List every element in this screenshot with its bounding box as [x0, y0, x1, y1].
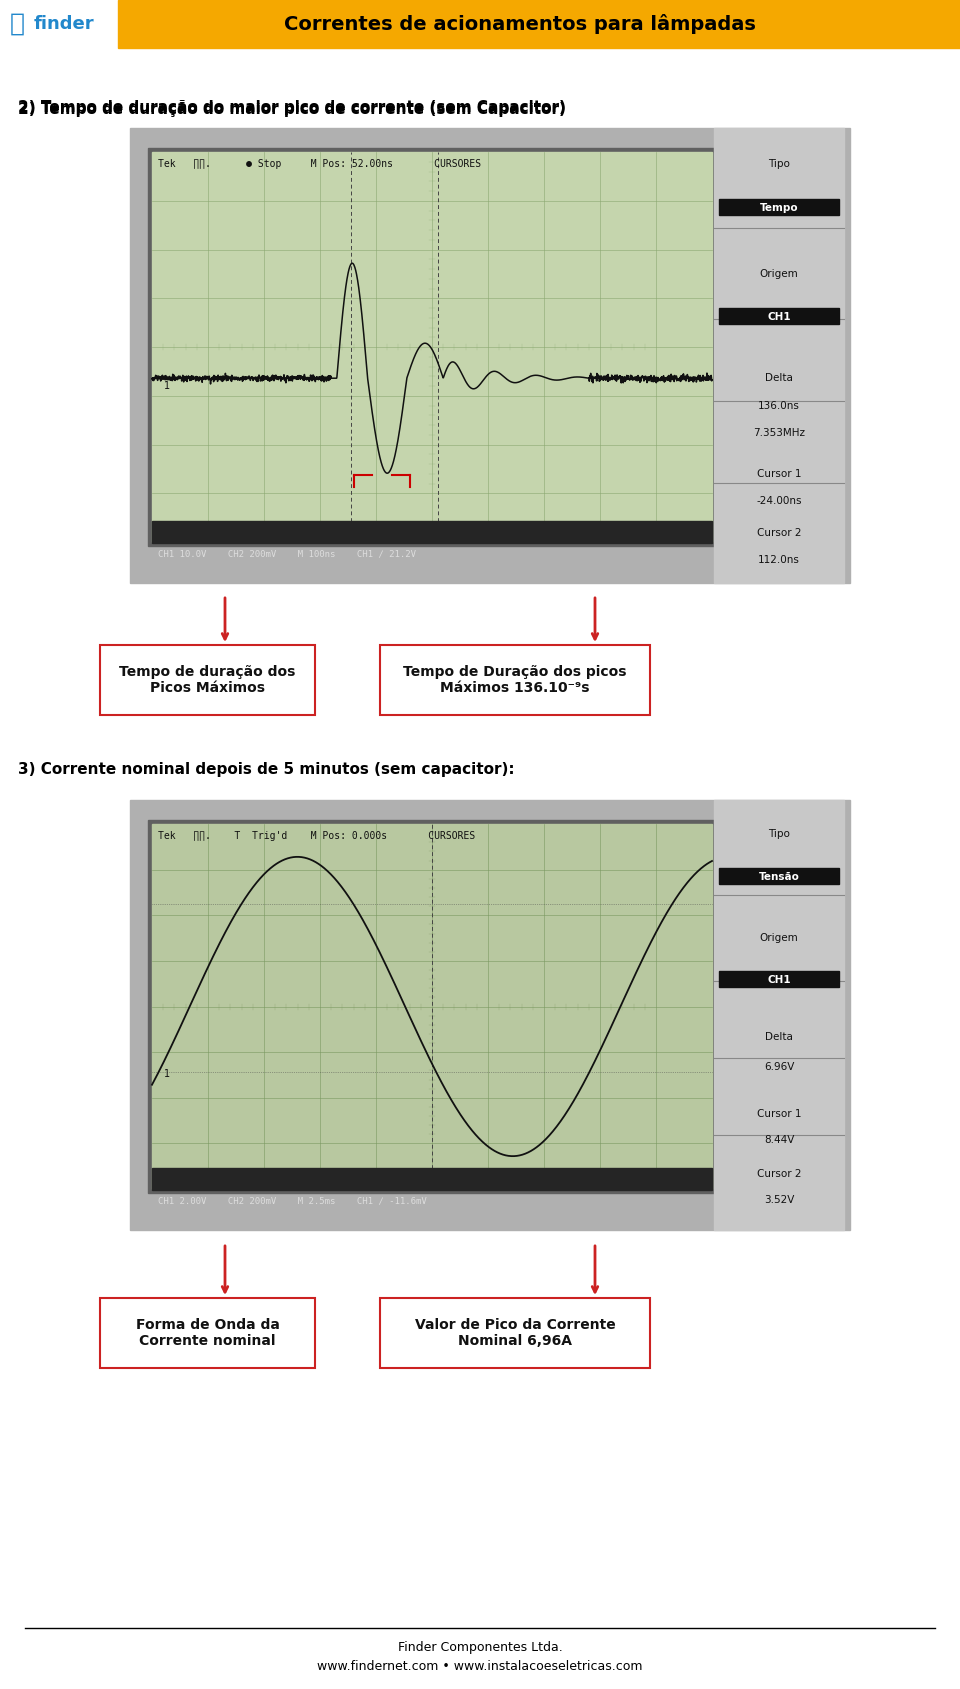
Bar	[714, 128, 844, 583]
Text: Cursor 2: Cursor 2	[756, 529, 802, 539]
Text: 2) Tempo de duração do maior pico de corrente (sem Capacitor): 2) Tempo de duração do maior pico de cor…	[18, 100, 565, 115]
Bar	[714, 801, 844, 1230]
Bar	[152, 520, 712, 542]
Bar	[380, 645, 650, 714]
Text: 136.0ns: 136.0ns	[758, 400, 800, 410]
Text: Tempo de duração dos
Picos Máximos: Tempo de duração dos Picos Máximos	[119, 665, 296, 696]
Text: Tempo: Tempo	[759, 203, 799, 213]
Text: CH1 10.0V    CH2 200mV    M 100ns    CH1 ∕ 21.2V: CH1 10.0V CH2 200mV M 100ns CH1 ∕ 21.2V	[158, 549, 416, 559]
Text: 112.0ns: 112.0ns	[758, 556, 800, 566]
Text: 2) Tempo de duração do maior pico de corrente (sem Capacitor): 2) Tempo de duração do maior pico de cor…	[18, 101, 565, 117]
Text: Tensão: Tensão	[758, 872, 800, 882]
Bar	[719, 868, 839, 883]
Bar	[719, 971, 839, 986]
Text: 3) Corrente nominal depois de 5 minutos (sem capacitor):: 3) Corrente nominal depois de 5 minutos …	[18, 762, 515, 777]
Bar	[719, 199, 839, 215]
Text: Tek   ∏∏.      ● Stop     M Pos: 52.00ns       CURSORES: Tek ∏∏. ● Stop M Pos: 52.00ns CURSORES	[158, 159, 481, 169]
Text: Valor de Pico da Corrente
Nominal 6,96A: Valor de Pico da Corrente Nominal 6,96A	[415, 1317, 615, 1348]
Bar	[130, 801, 850, 1230]
Text: 8.44V: 8.44V	[764, 1135, 794, 1145]
Text: Origem: Origem	[759, 269, 799, 279]
Bar	[148, 819, 716, 1192]
Text: 6.96V: 6.96V	[764, 1062, 794, 1071]
Text: Finder Componentes Ltda.: Finder Componentes Ltda.	[397, 1642, 563, 1655]
Text: ⓕ: ⓕ	[10, 12, 25, 35]
Bar	[152, 824, 712, 1189]
Text: Origem: Origem	[759, 932, 799, 942]
Text: CH1: CH1	[767, 975, 791, 985]
Bar	[380, 1299, 650, 1368]
Text: finder: finder	[34, 15, 95, 34]
Text: CH1 2.00V    CH2 200mV    M 2.5ms    CH1 ∕ -11.6mV: CH1 2.00V CH2 200mV M 2.5ms CH1 ∕ -11.6m…	[158, 1196, 427, 1206]
Text: Tempo de Duração dos picos
Máximos 136.10⁻⁹s: Tempo de Duração dos picos Máximos 136.1…	[403, 665, 627, 696]
Text: Forma de Onda da
Corrente nominal: Forma de Onda da Corrente nominal	[135, 1317, 279, 1348]
Text: 1: 1	[164, 382, 170, 392]
Text: Cursor 2: Cursor 2	[756, 1169, 802, 1179]
Text: Tipo: Tipo	[768, 829, 790, 839]
Bar	[118, 0, 960, 47]
Text: Cursor 1: Cursor 1	[756, 470, 802, 478]
Bar	[130, 128, 850, 583]
Bar	[719, 309, 839, 324]
Text: 3.52V: 3.52V	[764, 1194, 794, 1204]
Text: Tipo: Tipo	[768, 159, 790, 169]
Text: Delta: Delta	[765, 373, 793, 383]
Bar	[148, 149, 716, 546]
Bar	[152, 1169, 712, 1191]
Text: www.findernet.com • www.instalacoeseletricas.com: www.findernet.com • www.instalacoeseletr…	[317, 1660, 643, 1672]
Text: CH1: CH1	[767, 312, 791, 323]
Text: Tek   ∏∏.    T  Trig'd    M Pos: 0.000s       CURSORES: Tek ∏∏. T Trig'd M Pos: 0.000s CURSORES	[158, 831, 475, 841]
Bar	[152, 152, 712, 542]
Bar	[100, 645, 315, 714]
Text: Correntes de acionamentos para lâmpadas: Correntes de acionamentos para lâmpadas	[284, 14, 756, 34]
Bar	[100, 1299, 315, 1368]
Text: Delta: Delta	[765, 1032, 793, 1042]
Text: Cursor 1: Cursor 1	[756, 1110, 802, 1118]
Text: -24.00ns: -24.00ns	[756, 497, 802, 507]
Text: 1: 1	[164, 1069, 170, 1079]
Text: 7.353MHz: 7.353MHz	[753, 427, 805, 437]
